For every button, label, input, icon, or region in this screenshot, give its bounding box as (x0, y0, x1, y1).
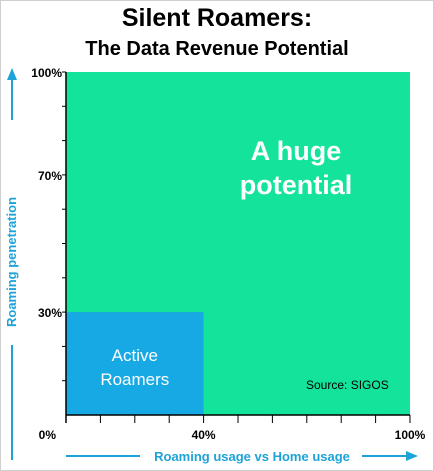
chart-title: Silent Roamers: (121, 4, 313, 32)
x-arrow-head (406, 451, 418, 461)
y-tick-label: 30% (38, 306, 62, 320)
y-tick-label: 70% (38, 169, 62, 183)
x-tick-label: 40% (192, 428, 216, 442)
chart-subtitle: The Data Revenue Potential (85, 38, 349, 60)
y-arrow-head (7, 68, 17, 80)
huge-potential-label: A huge potential (240, 136, 353, 200)
y-axis-label: Roaming penetration (4, 197, 19, 327)
x-tick-label: 100% (395, 428, 426, 442)
y-tick-label: 100% (31, 66, 62, 80)
active-roamers-label: Active Roamers (100, 346, 169, 389)
source-annotation: Source: SIGOS (306, 378, 389, 392)
x-tick-label: 0% (39, 428, 57, 442)
x-axis-label: Roaming usage vs Home usage (154, 449, 350, 464)
active-roamers-region (66, 312, 204, 415)
